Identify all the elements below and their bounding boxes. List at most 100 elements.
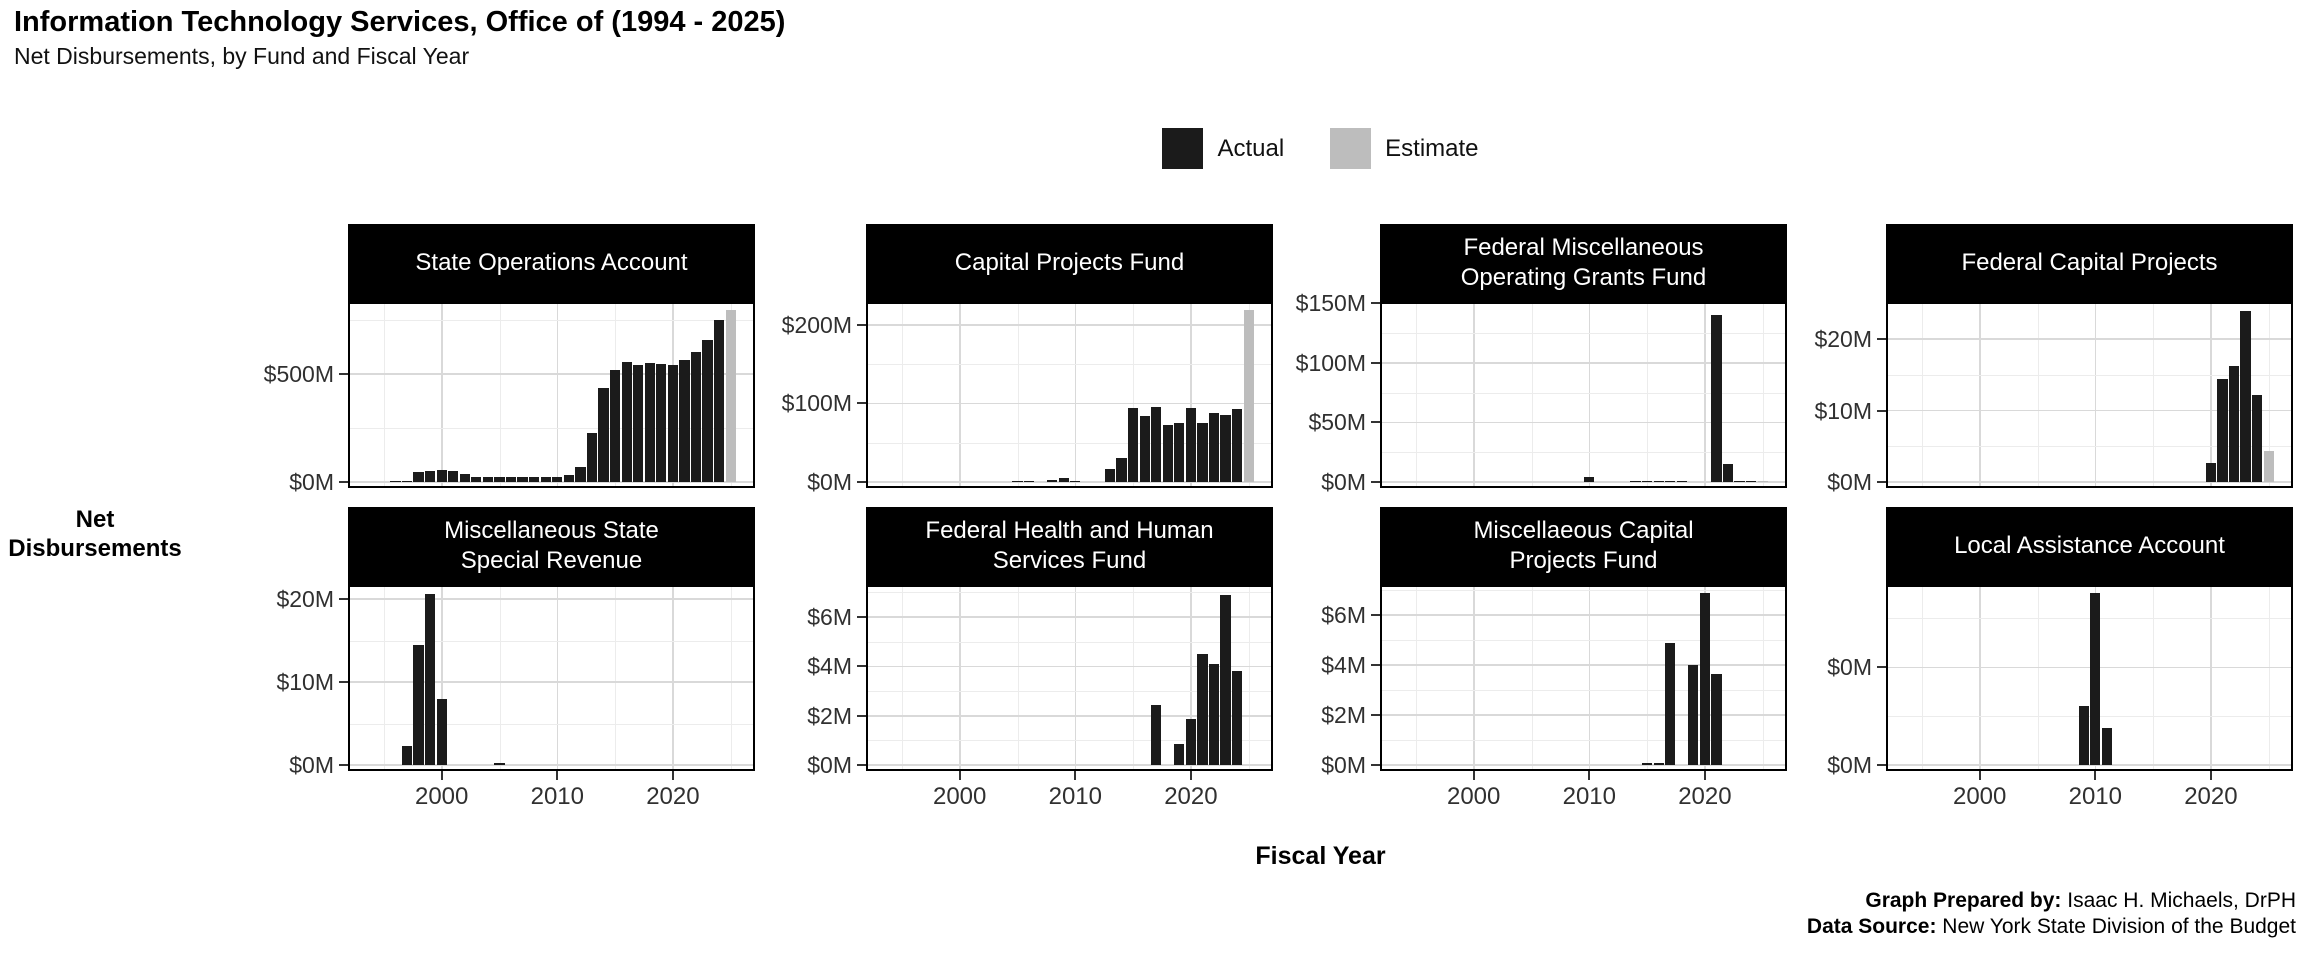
bar-actual <box>690 351 702 482</box>
y-tick-label: $0M <box>1827 469 1872 495</box>
x-gridline-major <box>556 302 559 488</box>
y-gridline-major <box>866 481 1273 483</box>
y-gridline-major <box>1380 714 1787 716</box>
y-gridline-major <box>1886 338 2293 340</box>
bar-actual <box>1711 315 1722 482</box>
y-tick-mark <box>339 598 348 601</box>
bar-actual <box>424 594 436 765</box>
bar-actual <box>2078 706 2089 765</box>
y-tick-mark <box>857 665 866 668</box>
x-gridline-minor <box>2153 585 2155 771</box>
x-gridline-minor <box>2268 585 2270 771</box>
x-tick-label: 2010 <box>1562 783 1616 810</box>
bar-actual <box>1641 763 1653 765</box>
y-tick-label: $0M <box>289 469 334 495</box>
bar-estimate <box>1757 481 1768 482</box>
x-tick-label: 2000 <box>1446 783 1501 810</box>
facet-plot-federal-miscellaneous-operating-grants-fund <box>1380 302 1787 488</box>
y-gridline-major <box>866 324 1273 326</box>
y-gridline-minor <box>866 740 1273 742</box>
bar-actual <box>667 364 679 482</box>
y-tick-label: $4M <box>807 653 852 680</box>
y-tick-mark <box>857 714 866 717</box>
page-title: Information Technology Services, Office … <box>14 6 786 38</box>
y-tick-label: $0M <box>807 469 852 495</box>
y-gridline-major <box>348 481 755 483</box>
x-tick-mark <box>1588 771 1591 780</box>
bar-actual <box>1688 665 1699 765</box>
bar-actual <box>459 473 470 482</box>
facet-strip-state-operations-account: State Operations Account <box>348 224 755 302</box>
bar-actual <box>2090 592 2101 765</box>
y-gridline-major <box>1380 664 1787 666</box>
x-gridline-minor <box>1921 585 1923 771</box>
footer-source-label: Data Source: <box>1806 915 1937 938</box>
footer-credit-label: Graph Prepared by: <box>1865 889 2062 912</box>
y-tick-mark <box>1371 714 1380 716</box>
bar-actual <box>494 762 505 765</box>
facet-strip-miscellaneous-state-special-revenue: Miscellaneous State Special Revenue <box>348 507 755 585</box>
x-tick-label: 2020 <box>1678 783 1732 810</box>
bar-actual <box>1232 671 1243 765</box>
facet-strip-federal-capital-projects: Federal Capital Projects <box>1886 224 2293 302</box>
x-tick-mark <box>556 771 559 780</box>
y-tick-mark <box>339 481 348 483</box>
bar-actual <box>448 470 459 482</box>
x-tick-mark <box>1703 771 1706 780</box>
facet-plot-federal-health-and-human-services-fund <box>866 585 1273 771</box>
y-gridline-major <box>866 764 1273 766</box>
footer-credit-line: Graph Prepared by: Isaac H. Michaels, Dr… <box>1807 888 2296 914</box>
y-gridline-major <box>866 715 1273 717</box>
x-gridline-major <box>1074 585 1077 771</box>
y-gridline-major <box>1886 764 2293 766</box>
bar-actual <box>1047 479 1058 482</box>
x-gridline-minor <box>383 302 385 488</box>
y-gridline-major <box>1380 614 1787 616</box>
bar-estimate <box>725 310 736 482</box>
x-gridline-major <box>441 302 443 488</box>
bar-actual <box>1185 719 1197 765</box>
facet-strip-federal-health-and-human-services-fund: Federal Health and Human Services Fund <box>866 507 1273 585</box>
x-tick-mark <box>1978 771 1981 780</box>
y-tick-label: $10M <box>1814 397 1872 424</box>
footer: Graph Prepared by: Isaac H. Michaels, Dr… <box>1807 888 2296 940</box>
footer-source-line: Data Source: New York State Division of … <box>1807 914 2296 940</box>
y-tick-mark <box>339 373 348 375</box>
y-gridline-minor <box>1380 333 1787 334</box>
x-tick-label: 2020 <box>1164 783 1218 810</box>
bar-actual <box>413 471 424 482</box>
x-tick-mark <box>440 771 443 780</box>
x-tick-label: 2010 <box>530 783 584 810</box>
bar-actual <box>1699 592 1711 765</box>
bar-actual <box>1174 423 1185 482</box>
bar-actual <box>575 466 586 482</box>
y-gridline-minor <box>1380 690 1787 691</box>
y-gridline-minor <box>866 641 1273 643</box>
x-gridline-minor <box>1647 302 1649 488</box>
y-tick-mark <box>1877 338 1886 341</box>
y-tick-mark <box>1371 361 1380 364</box>
x-gridline-minor <box>1017 585 1019 771</box>
y-gridline-major <box>1380 481 1787 483</box>
bar-actual <box>1139 416 1150 482</box>
x-gridline-minor <box>1647 585 1649 771</box>
x-gridline-minor <box>1248 585 1250 771</box>
bar-actual <box>1220 415 1231 482</box>
bar-actual <box>1151 406 1162 482</box>
y-gridline-major <box>348 681 755 683</box>
x-gridline-minor <box>1531 302 1533 488</box>
bar-actual <box>1734 481 1745 482</box>
bar-actual <box>586 432 598 482</box>
y-tick-label: $150M <box>1295 290 1366 317</box>
bar-actual <box>517 476 528 482</box>
x-gridline-minor <box>383 585 385 771</box>
bar-actual <box>2252 394 2263 482</box>
facet-plot-miscellaneous-state-special-revenue <box>348 585 755 771</box>
bar-actual <box>1232 408 1243 482</box>
bar-actual <box>2205 463 2217 482</box>
bar-actual <box>1023 481 1035 482</box>
bar-actual <box>436 469 447 482</box>
y-tick-mark <box>1877 481 1886 483</box>
y-gridline-major <box>866 616 1273 618</box>
